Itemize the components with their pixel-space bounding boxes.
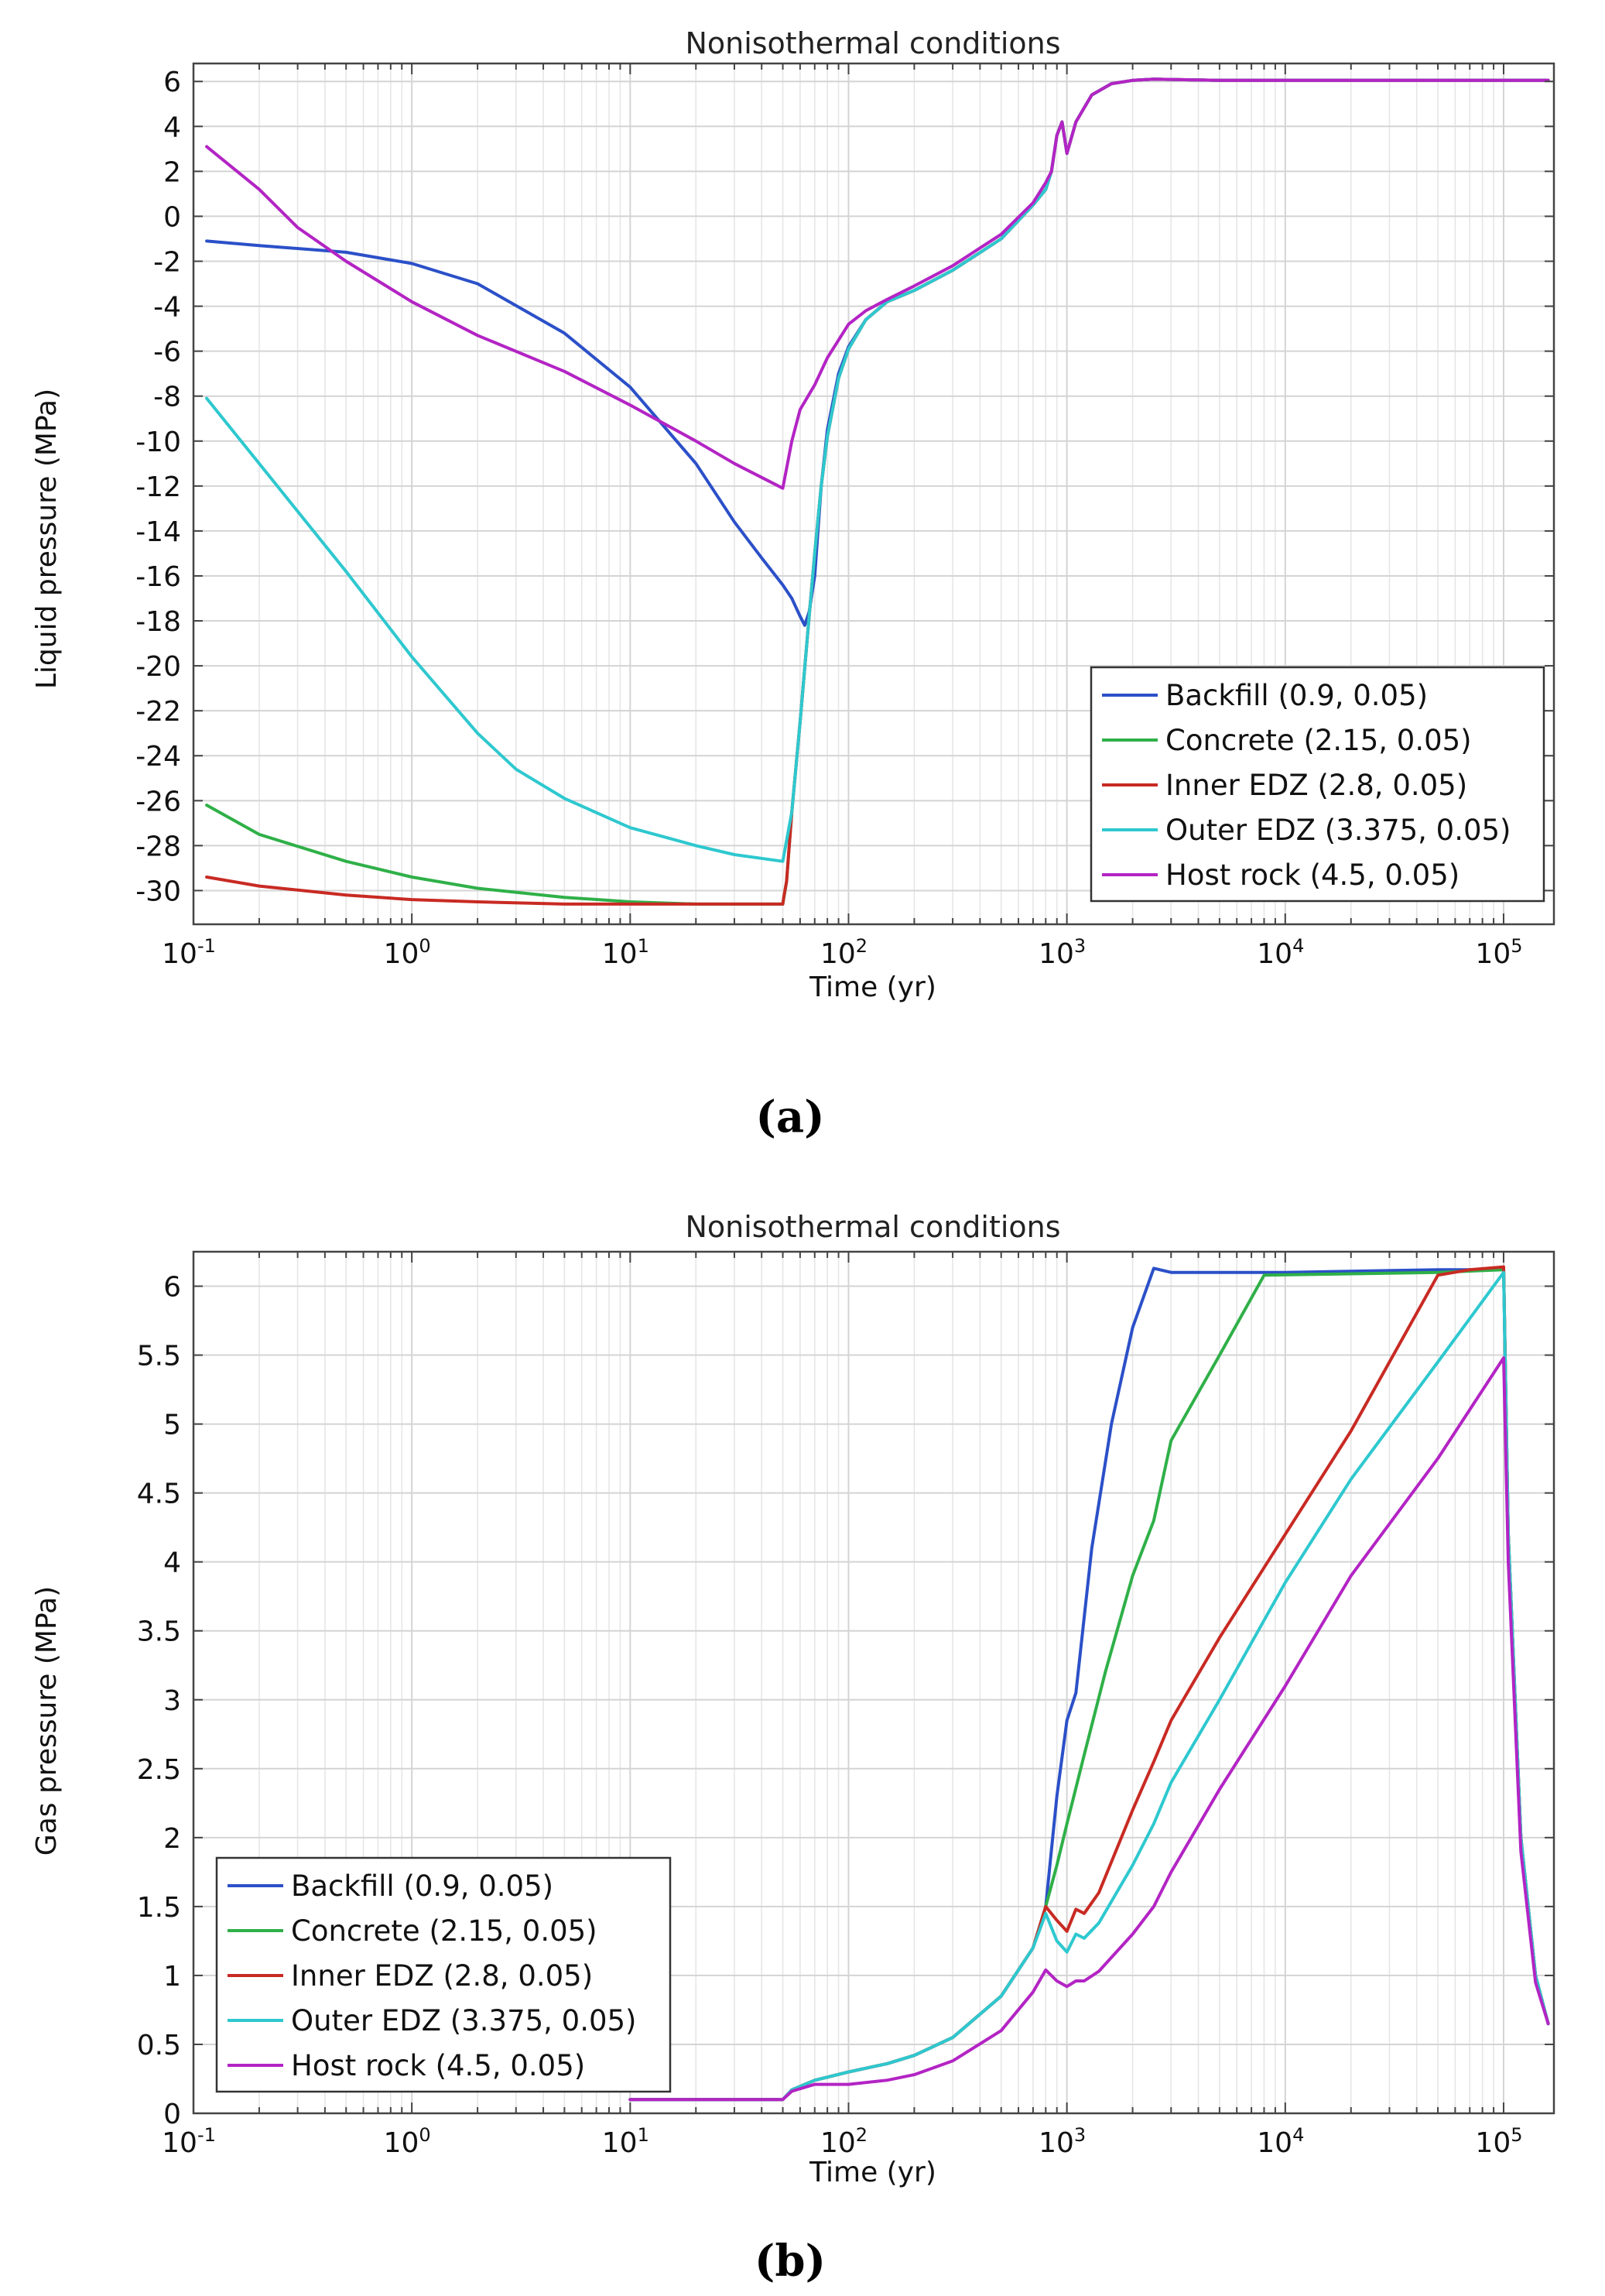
y-tick-label: -4 — [153, 292, 181, 324]
y-tick-label: 4 — [163, 1547, 181, 1579]
x-tick-label: 105 — [1475, 2124, 1522, 2159]
x-tick-label: 100 — [384, 2124, 431, 2159]
y-tick-label: 0.5 — [137, 2030, 181, 2061]
y-tick-label: 1.5 — [137, 1892, 181, 1924]
chart-title: Nonisothermal conditions — [685, 1210, 1060, 1244]
legend: Backfill (0.9, 0.05) Concrete (2.15, 0.05… — [1090, 666, 1545, 903]
legend-label: Inner EDZ (2.8, 0.05) — [291, 1959, 593, 1993]
y-tick-label: 4 — [163, 111, 181, 143]
y-axis: 6 5.5 5 4.5 4 3.5 3 2.5 2 1.5 1 0.5 0 — [137, 1272, 1554, 2130]
x-tick-label: 104 — [1257, 935, 1304, 970]
y-tick-label: -24 — [135, 741, 181, 773]
legend: Backfill (0.9, 0.05) Concrete (2.15, 0.05… — [215, 1856, 672, 2093]
legend-label: Outer EDZ (3.375, 0.05) — [1165, 814, 1511, 847]
y-tick-label: 4.5 — [137, 1479, 181, 1510]
y-tick-label: -6 — [153, 337, 181, 368]
x-axis-label: Time (yr) — [809, 2157, 936, 2188]
series-line-outer-edz — [628, 1270, 1550, 2102]
x-tick-label: 103 — [1039, 935, 1086, 970]
panel-label: (a) — [755, 1091, 824, 1143]
legend-label: Backfill (0.9, 0.05) — [291, 1869, 553, 1903]
y-tick-label: -20 — [135, 651, 181, 683]
y-axis-label: Liquid pressure (MPa) — [31, 389, 63, 689]
y-tick-label: 0 — [163, 2099, 181, 2130]
y-tick-label: -2 — [153, 246, 181, 278]
legend-label: Inner EDZ (2.8, 0.05) — [1165, 769, 1467, 802]
y-tick-label: 3 — [163, 1685, 181, 1717]
y-tick-label: 1 — [163, 1961, 181, 1993]
legend-label: Concrete (2.15, 0.05) — [291, 1914, 597, 1948]
plot-frame — [192, 1250, 1555, 2115]
x-tick-label: 10-1 — [162, 2124, 216, 2159]
legend-label: Host rock (4.5, 0.05) — [291, 2049, 585, 2082]
y-tick-label: 0 — [163, 201, 181, 233]
y-axis-label: Gas pressure (MPa) — [31, 1586, 63, 1856]
plot-frame — [192, 62, 1555, 926]
chart-panel-a: Nonisothermal conditions 10-1 100 101 102 10… — [31, 26, 1555, 1143]
y-tick-label: 5 — [163, 1410, 181, 1441]
y-tick-label: -8 — [153, 382, 181, 413]
x-tick-label: 105 — [1475, 935, 1522, 970]
x-tick-label: 104 — [1257, 2124, 1304, 2159]
y-tick-label: 3.5 — [137, 1616, 181, 1648]
x-axis-label: Time (yr) — [809, 972, 936, 1003]
x-tick-label: 101 — [602, 2124, 649, 2159]
y-tick-label: 2 — [163, 1823, 181, 1855]
series-group — [628, 1265, 1550, 2102]
chart-title: Nonisothermal conditions — [685, 26, 1060, 60]
y-tick-label: -10 — [135, 427, 181, 458]
y-tick-label: 5.5 — [137, 1341, 181, 1372]
x-tick-label: 10-1 — [162, 935, 216, 970]
panel-label: (b) — [755, 2236, 826, 2287]
y-tick-label: 6 — [163, 67, 181, 98]
series-line-host-rock — [205, 77, 1550, 490]
legend-label: Concrete (2.15, 0.05) — [1165, 724, 1472, 757]
legend-label: Backfill (0.9, 0.05) — [1165, 679, 1428, 712]
y-tick-label: 6 — [163, 1272, 181, 1304]
x-tick-label: 100 — [384, 935, 431, 970]
series-group — [205, 77, 1550, 906]
x-tick-label: 102 — [820, 2124, 868, 2159]
chart-panel-b: Nonisothermal conditions 10-1 100 101 102 10… — [31, 1210, 1555, 2287]
y-tick-label: -16 — [135, 561, 181, 593]
legend-label: Outer EDZ (3.375, 0.05) — [291, 2004, 637, 2037]
y-tick-label: -30 — [135, 876, 181, 907]
x-tick-label: 101 — [602, 935, 649, 970]
legend-label: Host rock (4.5, 0.05) — [1165, 858, 1460, 892]
plot-area: 10-1 100 101 102 103 104 105 6 4 2 0 -2 -4 -6 -8 -10 -12… — [135, 62, 1555, 970]
legend-box — [215, 1856, 672, 2093]
x-tick-label: 102 — [820, 935, 868, 970]
x-axis: 10-1 100 101 102 103 104 105 — [162, 1252, 1523, 2159]
y-tick-label: -28 — [135, 831, 181, 862]
grid — [193, 63, 1554, 924]
series-line-host-rock — [628, 1356, 1550, 2102]
y-tick-label: -18 — [135, 606, 181, 638]
y-tick-label: 2 — [163, 156, 181, 188]
plot-area: 10-1 100 101 102 103 104 105 6 5.5 5 4.5 4 3.5 3 2.5 2 1… — [137, 1250, 1555, 2159]
x-tick-label: 103 — [1039, 2124, 1086, 2159]
y-tick-label: -26 — [135, 786, 181, 817]
y-tick-label: -22 — [135, 696, 181, 728]
legend-box — [1090, 666, 1545, 903]
y-tick-label: -12 — [135, 471, 181, 503]
y-tick-label: -14 — [135, 516, 181, 548]
y-tick-label: 2.5 — [137, 1754, 181, 1786]
y-axis: 6 4 2 0 -2 -4 -6 -8 -10 -12 -14 -16 -18 -20 -22 -24 -26 -… — [135, 67, 1554, 907]
x-axis: 10-1 100 101 102 103 104 105 — [162, 63, 1523, 970]
